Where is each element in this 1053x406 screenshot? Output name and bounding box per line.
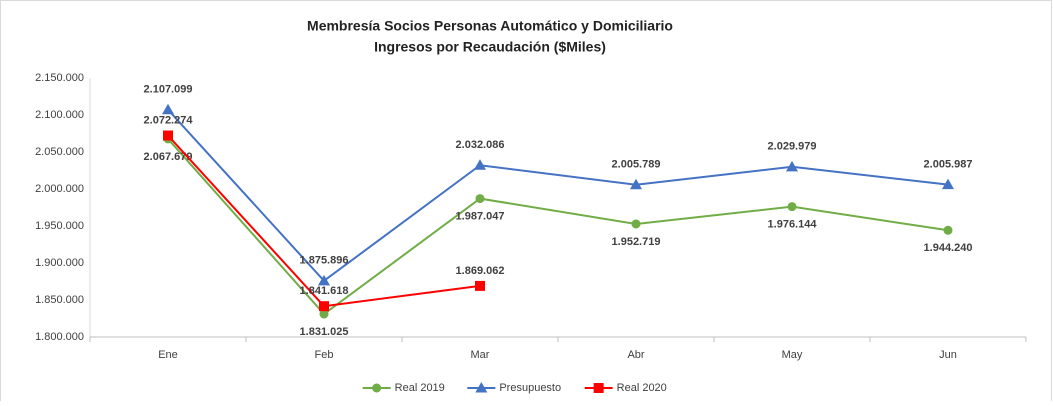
x-tick-label: Abr — [627, 349, 644, 361]
x-tick-label: Jun — [939, 349, 957, 361]
y-tick-label: 1.900.000 — [35, 257, 84, 269]
series-line — [167, 109, 949, 283]
data-label: 1.869.062 — [456, 265, 505, 277]
y-tick-label: 2.100.000 — [35, 109, 84, 121]
data-point — [474, 159, 486, 170]
data-label: 1.875.896 — [300, 255, 349, 267]
x-tick-label: Ene — [158, 349, 178, 361]
data-point — [162, 103, 174, 115]
data-point — [319, 301, 329, 312]
legend-label: Real 2019 — [395, 382, 445, 394]
series-line — [167, 138, 949, 316]
data-point — [943, 225, 953, 235]
data-label: 2.072.274 — [144, 114, 194, 126]
data-label: 1.831.025 — [300, 326, 349, 338]
data-label: 1.944.240 — [924, 242, 973, 254]
legend-label: Presupuesto — [499, 382, 561, 394]
data-point — [630, 178, 642, 190]
x-tick-label: Mar — [471, 349, 490, 361]
data-point — [319, 309, 329, 319]
data-label: 2.029.979 — [768, 141, 817, 153]
chart-subtitle: Ingresos por Recaudación ($Miles) — [374, 39, 606, 55]
data-label: 1.952.719 — [612, 236, 661, 248]
data-label: 2.067.679 — [144, 151, 193, 163]
data-point — [787, 202, 797, 212]
chart-title: Membresía Socios Personas Automático y D… — [307, 18, 673, 34]
data-label: 2.005.789 — [612, 159, 661, 171]
data-label: 1.841.618 — [300, 285, 349, 297]
x-tick-label: May — [782, 349, 803, 361]
data-point — [318, 274, 330, 286]
data-label: 2.005.987 — [924, 158, 973, 170]
y-tick-label: 1.950.000 — [35, 220, 84, 232]
legend-marker — [593, 383, 604, 393]
data-point — [475, 280, 485, 291]
legend-label: Real 2020 — [617, 382, 667, 394]
data-label: 1.987.047 — [456, 210, 505, 222]
data-label: 1.976.144 — [768, 219, 818, 231]
y-tick-label: 2.050.000 — [35, 146, 84, 158]
y-tick-label: 2.150.000 — [35, 72, 84, 84]
data-label: 2.107.099 — [144, 84, 193, 96]
data-point — [786, 160, 798, 172]
data-point — [942, 178, 954, 190]
x-tick-label: Feb — [315, 349, 334, 361]
data-point — [631, 219, 641, 229]
data-point — [475, 194, 485, 204]
data-label: 2.032.086 — [456, 139, 505, 151]
y-tick-label: 1.850.000 — [35, 294, 84, 306]
legend-marker — [475, 382, 488, 393]
data-point — [163, 130, 173, 141]
legend-marker — [372, 383, 382, 393]
y-tick-label: 1.800.000 — [35, 331, 84, 343]
y-tick-label: 2.000.000 — [35, 183, 84, 195]
